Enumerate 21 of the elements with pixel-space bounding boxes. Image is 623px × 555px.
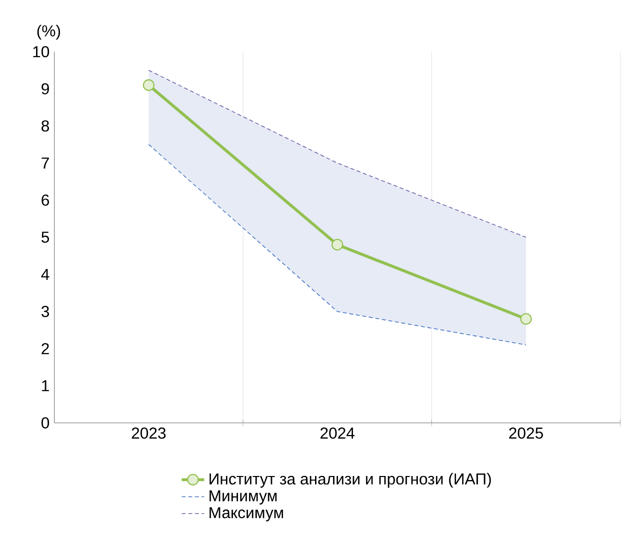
legend-label: Минимум (210, 490, 277, 504)
x-tick-label: 2024 (320, 427, 355, 439)
legend-label: Институт за анализи и прогнози (ИАП) (210, 472, 491, 488)
y-tick-label: 8 (42, 120, 49, 132)
y-tick-label: 10 (33, 46, 50, 58)
y-tick-label: 5 (42, 232, 50, 243)
y-tick-label: 3 (41, 306, 49, 317)
y-tick-label: 0 (41, 417, 50, 428)
legend-label: Максимум (210, 507, 284, 522)
point (332, 238, 344, 250)
y-tick-label: 1 (42, 380, 49, 391)
y-tick-label: 7 (42, 157, 49, 168)
y-tick-label: 6 (42, 194, 49, 206)
x-tick-label: 2025 (509, 427, 543, 439)
point (142, 79, 154, 91)
x-tick-label: 2023 (132, 427, 166, 439)
y-tick-label: 9 (42, 83, 49, 94)
point (520, 312, 532, 325)
y-tick-label: 2 (42, 342, 49, 354)
y-axis-title: (%) (37, 24, 60, 40)
y-tick-label: 4 (41, 268, 50, 280)
